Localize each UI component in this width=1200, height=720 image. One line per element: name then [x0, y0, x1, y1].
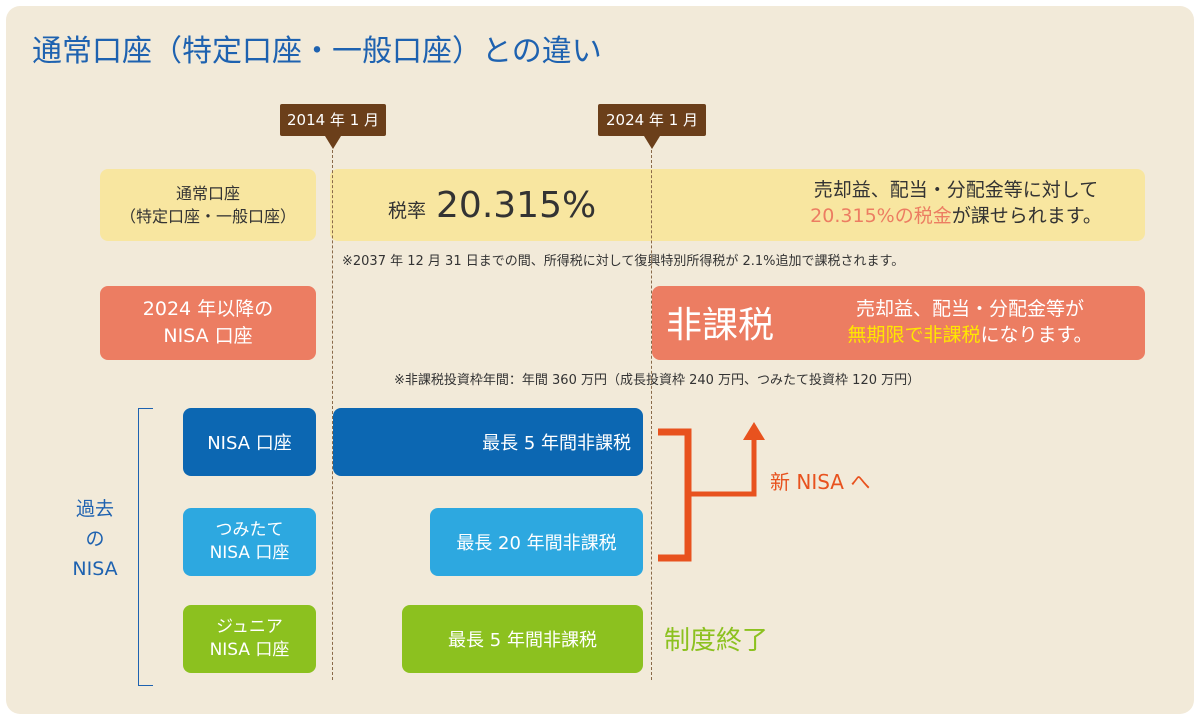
junior-nisa-label: ジュニア NISA 口座: [183, 605, 316, 673]
new-nisa-label: 2024 年以降の NISA 口座: [100, 286, 316, 360]
past-nisa-side-label: 過去 の NISA: [60, 494, 130, 584]
new-nisa-note: ※非課税投資枠年間：年間 360 万円（成長投資枠 240 万円、つみたて投資枠…: [394, 373, 921, 388]
regular-desc-line1: 売却益、配当・分配金等に対して: [813, 179, 1099, 201]
tax-free-label: 非課税: [666, 305, 775, 346]
side-label-line2: の: [85, 528, 105, 550]
to-new-nisa-connector: [658, 422, 765, 562]
timeline-2014-line: [332, 150, 333, 680]
tax-rate: 税率 20.315%: [388, 169, 596, 241]
regular-description: 売却益、配当・分配金等に対して 20.315%の税金が課せられます。: [788, 177, 1124, 229]
system-ended-label: 制度終了: [664, 626, 769, 656]
side-label-line3: NISA: [72, 558, 118, 580]
new-nisa-label-line2: NISA 口座: [163, 325, 253, 347]
new-nisa-desc-highlight: 無期限で非課税: [847, 324, 981, 346]
timeline-2024-line: [651, 150, 652, 680]
regular-label-line1: 通常口座: [175, 184, 240, 203]
connector-bracket: [658, 428, 692, 562]
tsumitate-nisa-label: つみたて NISA 口座: [183, 508, 316, 576]
junior-label-line2: NISA 口座: [209, 640, 290, 660]
date-tag-2014: 2014 年 1 月: [280, 104, 386, 136]
regular-account-bar: 税率 20.315% 売却益、配当・分配金等に対して 20.315%の税金が課せ…: [330, 169, 1145, 241]
date-pointer-2024: [644, 136, 660, 149]
regular-desc-rest: が課せられます。: [951, 205, 1102, 227]
junior-nisa-bar: 最長 5 年間非課税: [402, 605, 643, 673]
tsumitate-label-line1: つみたて: [215, 520, 284, 540]
nisa-account-bar: 最長 5 年間非課税: [333, 408, 643, 476]
new-nisa-label-line1: 2024 年以降の: [142, 298, 274, 320]
side-label-line1: 過去: [75, 498, 114, 520]
page-title: 通常口座（特定口座・一般口座）との違い: [32, 34, 602, 69]
to-new-nisa-label: 新 NISA へ: [770, 470, 871, 494]
date-pointer-2014: [325, 136, 341, 149]
tax-rate-prefix: 税率: [388, 200, 427, 222]
tax-rate-value: 20.315%: [436, 185, 597, 226]
connector-arrow-line: [688, 440, 757, 497]
arrow-up-icon: [743, 422, 765, 440]
nisa-account-label: NISA 口座: [183, 408, 316, 476]
regular-label-line2: （特定口座・一般口座）: [119, 207, 296, 226]
new-nisa-description: 売却益、配当・分配金等が 無期限で非課税になります。: [820, 296, 1120, 348]
regular-desc-line2: 20.315%の税金が課せられます。: [788, 203, 1124, 229]
regular-account-label: 通常口座 （特定口座・一般口座）: [100, 169, 316, 241]
past-nisa-bracket: [138, 408, 153, 686]
junior-bar-text: 最長 5 年間非課税: [448, 630, 597, 651]
date-tag-2024: 2024 年 1 月: [598, 104, 706, 136]
new-nisa-bar: 非課税 売却益、配当・分配金等が 無期限で非課税になります。: [652, 286, 1145, 360]
new-nisa-desc-line2: 無期限で非課税になります。: [820, 322, 1120, 348]
regular-desc-highlight: 20.315%の税金: [810, 205, 952, 227]
new-nisa-desc-line1: 売却益、配当・分配金等が: [855, 298, 1084, 320]
tsumitate-bar-text: 最長 20 年間非課税: [456, 533, 617, 554]
tsumitate-label-line2: NISA 口座: [209, 543, 290, 563]
nisa-account-bar-text: 最長 5 年間非課税: [482, 433, 631, 454]
nisa-account-label-text: NISA 口座: [207, 433, 292, 454]
junior-label-line1: ジュニア: [216, 617, 283, 637]
new-nisa-desc-rest: になります。: [980, 324, 1093, 346]
regular-note: ※2037 年 12 月 31 日までの間、所得税に対して復興特別所得税が 2.…: [342, 254, 905, 269]
tsumitate-nisa-bar: 最長 20 年間非課税: [430, 508, 643, 576]
